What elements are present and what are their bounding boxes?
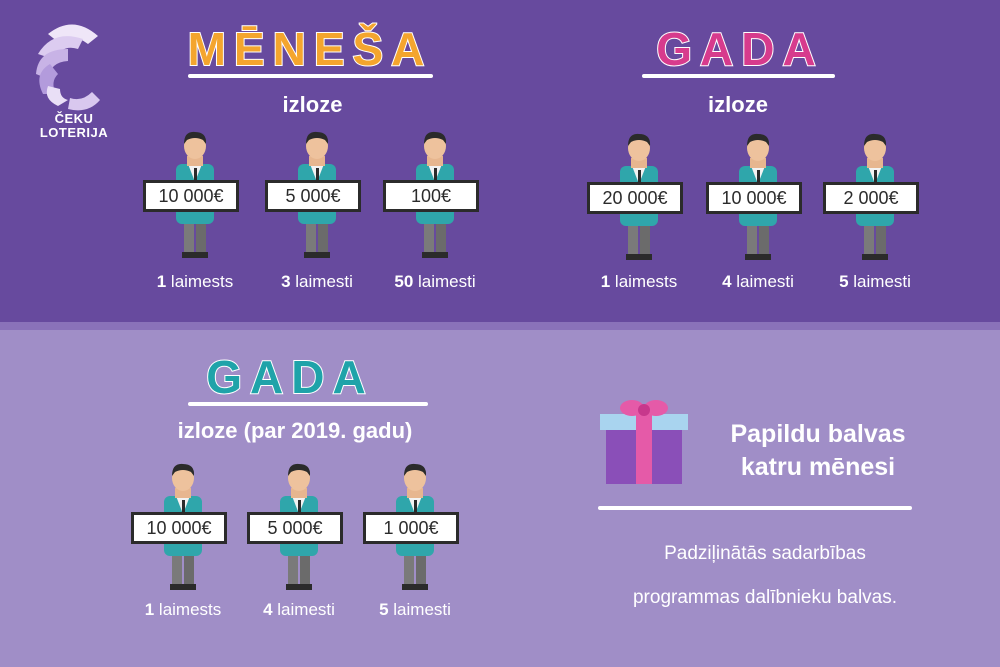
brand-name: ČEKU LOTERIJA <box>30 112 118 140</box>
winners-count: 1 <box>156 272 167 291</box>
winners-word: laimests <box>610 272 678 291</box>
winners-count-label: 50 laimesti <box>375 272 495 292</box>
bonus-desc-line-1: Padziļinātās sadarbības <box>664 543 866 564</box>
winners-count-label: 5 laimesti <box>355 600 475 620</box>
winners-count-label: 1 laimests <box>579 272 699 292</box>
winners-count: 1 <box>144 600 155 619</box>
yearly2019-title: GADA <box>205 350 374 404</box>
prize-amount-sign: 1 000€ <box>363 512 459 544</box>
person-holding-sign: 10 000€ <box>128 462 238 592</box>
prize-amount-sign: 5 000€ <box>265 180 361 212</box>
person-holding-sign: 5 000€ <box>244 462 354 592</box>
prize-amount-sign: 2 000€ <box>823 182 919 214</box>
winners-count: 4 <box>263 600 273 619</box>
bonus-desc-line-2: programmas dalībnieku balvas. <box>632 587 898 608</box>
person-holding-sign: 100€ <box>380 130 490 260</box>
monthly-rule <box>188 74 433 78</box>
divider-band <box>0 322 1000 330</box>
brand-line-2: LOTERIJA <box>39 125 109 140</box>
winners-word: laimesti <box>388 600 451 619</box>
bonus-title-line-1: Papildu balvas <box>730 420 906 448</box>
winners-word: laimests <box>166 272 234 291</box>
prize-amount-sign: 10 000€ <box>706 182 802 214</box>
gift-icon <box>600 400 688 484</box>
winners-count-label: 1 laimests <box>123 600 243 620</box>
person-holding-sign: 10 000€ <box>140 130 250 260</box>
monthly-subtitle: izloze <box>282 92 343 117</box>
winners-count: 4 <box>722 272 732 291</box>
yearly-title: GADA <box>655 22 824 76</box>
cekulotrija-logo-icon <box>36 24 100 111</box>
winners-word: laimesti <box>413 272 476 291</box>
winners-word: laimesti <box>290 272 353 291</box>
monthly-title: MĒNEŠA <box>187 22 433 76</box>
person-holding-sign: 5 000€ <box>262 130 372 260</box>
winners-count: 5 <box>839 272 849 291</box>
yearly2019-rule <box>188 402 428 406</box>
bonus-description: Padziļinātās sadarbības programmas dalīb… <box>600 532 930 620</box>
yearly2019-subtitle: izloze (par 2019. gadu) <box>177 418 413 443</box>
winners-word: laimesti <box>848 272 911 291</box>
prize-amount-sign: 10 000€ <box>131 512 227 544</box>
winners-word: laimests <box>154 600 222 619</box>
yearly-subtitle: izloze <box>708 92 768 117</box>
winners-word: laimesti <box>272 600 335 619</box>
prize-amount-sign: 100€ <box>383 180 479 212</box>
bonus-title-line-2: katru mēnesi <box>740 453 896 481</box>
bonus-title: Papildu balvas katru mēnesi <box>718 418 918 484</box>
person-holding-sign: 10 000€ <box>703 132 813 262</box>
winners-word: laimesti <box>731 272 794 291</box>
bonus-rule <box>598 506 912 510</box>
person-holding-sign: 20 000€ <box>584 132 694 262</box>
brand-line-1: ČEKU <box>54 111 94 126</box>
winners-count-label: 4 laimesti <box>698 272 818 292</box>
top-panel <box>0 0 1000 322</box>
yearly-rule <box>642 74 835 78</box>
prize-amount-sign: 5 000€ <box>247 512 343 544</box>
winners-count: 50 <box>394 272 414 291</box>
winners-count: 5 <box>379 600 389 619</box>
winners-count-label: 4 laimesti <box>239 600 359 620</box>
winners-count: 1 <box>600 272 611 291</box>
prize-amount-sign: 20 000€ <box>587 182 683 214</box>
prize-amount-sign: 10 000€ <box>143 180 239 212</box>
winners-count-label: 1 laimests <box>135 272 255 292</box>
winners-count: 3 <box>281 272 291 291</box>
person-holding-sign: 1 000€ <box>360 462 470 592</box>
winners-count-label: 5 laimesti <box>815 272 935 292</box>
winners-count-label: 3 laimesti <box>257 272 377 292</box>
person-holding-sign: 2 000€ <box>820 132 930 262</box>
